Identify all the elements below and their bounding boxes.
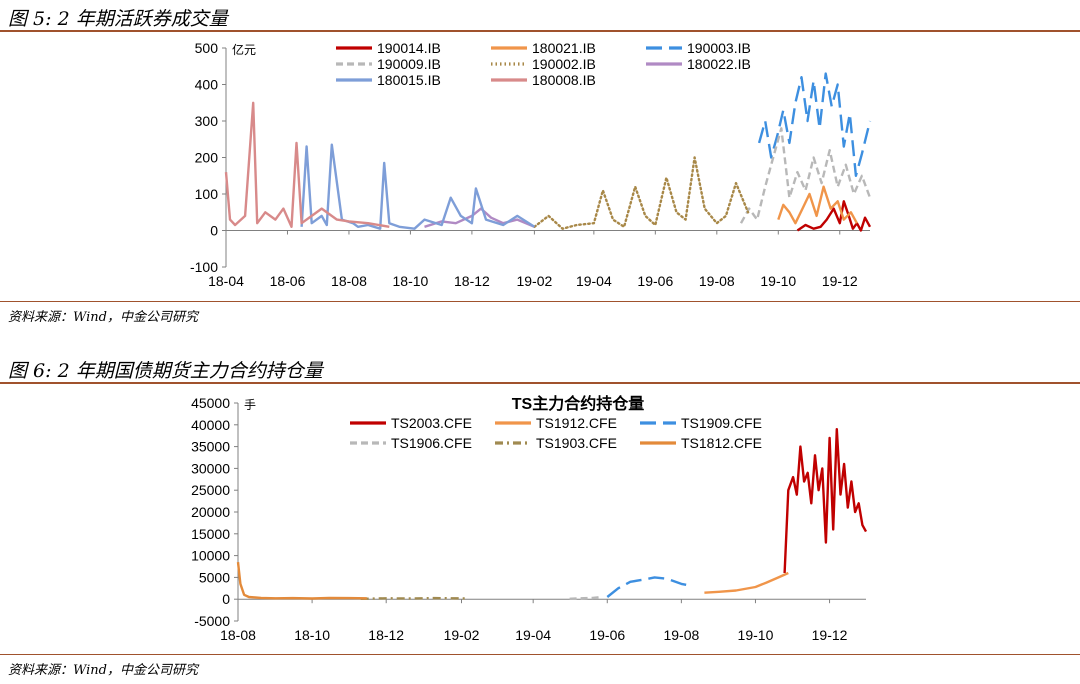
y-tick-label: 45000	[191, 395, 230, 411]
y-tick-label: 20000	[191, 504, 230, 520]
chart-title: TS主力合约持仓量	[512, 394, 644, 413]
x-tick-label: 19-08	[699, 273, 735, 289]
y-tick-label: 10000	[191, 548, 230, 564]
x-tick-label: 18-08	[220, 627, 256, 643]
series-line-TS2003.CFE	[783, 428, 868, 574]
x-tick-label: 18-10	[294, 627, 330, 643]
legend-label: 180015.IB	[377, 72, 441, 88]
figure6-top-rule	[0, 382, 1080, 384]
x-tick-label: 19-06	[637, 273, 673, 289]
x-tick-label: 19-04	[515, 627, 551, 643]
y-tick-label: 35000	[191, 439, 230, 455]
legend-label: TS1906.CFE	[391, 435, 472, 451]
series-line-TS1909.CFE	[606, 576, 693, 598]
x-tick-label: 19-12	[812, 627, 848, 643]
x-tick-label: 18-06	[270, 273, 306, 289]
legend-label: 190002.IB	[532, 56, 596, 72]
x-tick-label: 19-04	[576, 273, 612, 289]
y-tick-label: 0	[210, 223, 218, 239]
y-tick-label: 100	[195, 186, 219, 202]
legend-label: TS1912.CFE	[536, 415, 617, 431]
y-tick-label: 200	[195, 150, 219, 166]
y-tick-label: -5000	[194, 613, 230, 629]
legend-label: 180022.IB	[687, 56, 751, 72]
legend-label: TS1903.CFE	[536, 435, 617, 451]
x-tick-label: 18-08	[331, 273, 367, 289]
x-tick-label: 19-08	[663, 627, 699, 643]
series-line-TS1812.CFE	[236, 561, 367, 600]
series-line-180008.IB	[224, 101, 390, 229]
x-tick-label: 19-12	[822, 273, 858, 289]
x-tick-label: 19-10	[760, 273, 796, 289]
series-line-180022.IB	[424, 207, 535, 228]
figure5-top-rule	[0, 30, 1080, 32]
y-tick-label: 300	[195, 113, 219, 129]
y-tick-label: 5000	[199, 569, 230, 585]
legend-label: 180008.IB	[532, 72, 596, 88]
series-line-180015.IB	[300, 143, 536, 230]
legend-label: 190003.IB	[687, 40, 751, 56]
figure6-source: 资料来源：Wind，中金公司研究	[8, 663, 198, 678]
x-tick-label: 19-10	[738, 627, 774, 643]
y-tick-label: 0	[222, 591, 230, 607]
figure5-bottom-rule	[0, 301, 1080, 302]
figure6-title: 图 6: 2 年期国债期货主力合约持仓量	[8, 360, 323, 382]
y-unit-label: 亿元	[232, 42, 256, 57]
y-tick-label: 15000	[191, 526, 230, 542]
y-tick-label: 500	[195, 40, 219, 56]
y-tick-label: 30000	[191, 460, 230, 476]
x-tick-label: 18-12	[368, 627, 404, 643]
legend-label: 190009.IB	[377, 56, 441, 72]
y-tick-label: 40000	[191, 417, 230, 433]
x-tick-label: 18-04	[208, 273, 244, 289]
figure6-chart: -5000 0 5000 10000 15000 20000 25000 30000 35000…	[191, 394, 868, 643]
series-line-TS1912.CFE	[704, 571, 789, 594]
series-line-190002.IB	[533, 156, 750, 230]
y-tick-label: 25000	[191, 482, 230, 498]
figure5-source: 资料来源：Wind，中金公司研究	[8, 310, 198, 325]
legend-label: 190014.IB	[377, 40, 441, 56]
figure5-chart: -100 0 100 200 300 400 500 18-04 18-06 18-08 18-10…	[190, 40, 872, 289]
y-tick-label: -100	[190, 259, 218, 275]
legend-label: 180021.IB	[532, 40, 596, 56]
series-line-190003.IB	[757, 72, 872, 178]
x-tick-label: 19-02	[444, 627, 480, 643]
y-tick-label: 400	[195, 77, 219, 93]
series-line-180021.IB	[777, 185, 858, 225]
x-tick-label: 18-12	[454, 273, 490, 289]
figure6-bottom-rule	[0, 654, 1080, 655]
figure5-title: 图 5: 2 年期活跃券成交量	[8, 8, 228, 30]
y-unit-label: 手	[244, 398, 256, 412]
series-line-TS1903.CFE	[360, 596, 467, 600]
x-tick-label: 19-02	[516, 273, 552, 289]
legend-label: TS1909.CFE	[681, 415, 762, 431]
series-line-TS1906.CFE	[569, 595, 603, 600]
legend-label: TS2003.CFE	[391, 415, 472, 431]
legend-label: TS1812.CFE	[681, 435, 762, 451]
x-tick-label: 18-10	[393, 273, 429, 289]
x-tick-label: 19-06	[589, 627, 625, 643]
